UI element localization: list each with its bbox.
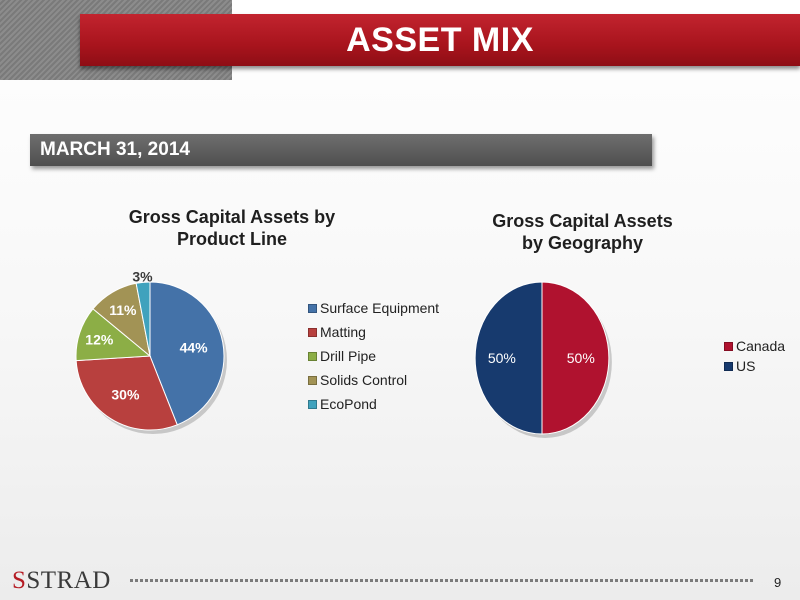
legend-swatch xyxy=(308,327,317,337)
product-line-chart-title: Gross Capital Assets by Product Line xyxy=(92,206,372,250)
data-label-us: 50% xyxy=(488,350,516,366)
page-number: 9 xyxy=(774,575,782,590)
legend-swatch xyxy=(308,303,317,313)
data-label-matting: 30% xyxy=(111,387,140,403)
legend-label: Surface Equipment xyxy=(320,300,440,316)
logo-text: STRAD xyxy=(26,567,111,594)
legend-item-us: US xyxy=(724,356,785,376)
geography-legend: Canada US xyxy=(724,336,785,376)
legend-swatch xyxy=(308,399,317,409)
pie-slice-us xyxy=(474,281,543,435)
legend-item-canada: Canada xyxy=(724,336,785,356)
legend-swatch xyxy=(724,341,733,351)
legend-label: Drill Pipe xyxy=(320,348,377,364)
date-bar xyxy=(30,134,652,166)
strad-logo: SSTRAD xyxy=(12,568,111,594)
pie-slice-matting xyxy=(75,355,178,431)
data-label-canada: 50% xyxy=(567,350,595,366)
legend-label: Canada xyxy=(736,338,786,354)
product-line-title-line-2: Product Line xyxy=(176,229,287,249)
legend-swatch xyxy=(308,351,317,361)
legend-label: Solids Control xyxy=(320,372,408,388)
slide-title: ASSET MIX xyxy=(346,21,534,59)
geography-pie-chart: 50% 50% xyxy=(474,281,612,438)
legend-item-surface-equipment: Surface Equipment xyxy=(308,296,439,320)
legend-swatch xyxy=(724,361,733,371)
legend-swatch xyxy=(308,375,317,385)
footer-divider xyxy=(130,579,755,582)
legend-label: US xyxy=(736,358,756,374)
geography-title-line-1: Gross Capital Assets xyxy=(492,211,673,231)
pie-slice-surface-equipment xyxy=(149,281,225,426)
title-bar xyxy=(80,14,800,66)
product-line-legend: Surface Equipment Matting Drill Pipe Sol… xyxy=(308,296,439,416)
geography-chart-title: Gross Capital Assets by Geography xyxy=(455,210,710,254)
legend-item-solids-control: Solids Control xyxy=(308,368,439,392)
data-label-ecopond: 3% xyxy=(132,268,153,284)
legend-item-drill-pipe: Drill Pipe xyxy=(308,344,439,368)
legend-item-ecopond: EcoPond xyxy=(308,392,439,416)
legend-label: EcoPond xyxy=(320,396,377,412)
product-line-pie-chart: 44% 30% 12% 11% 3% xyxy=(75,268,227,434)
data-label-solids-control: 11% xyxy=(109,302,137,318)
geography-title-line-2: by Geography xyxy=(521,233,644,253)
logo-mark-icon: S xyxy=(12,567,27,594)
product-line-title-line-1: Gross Capital Assets by xyxy=(128,207,336,227)
date-label: MARCH 31, 2014 xyxy=(40,139,190,160)
pie-slice-ecopond xyxy=(135,281,151,357)
data-label-surface-equipment: 44% xyxy=(180,340,209,356)
legend-item-matting: Matting xyxy=(308,320,439,344)
data-label-drill-pipe: 12% xyxy=(85,331,114,347)
legend-label: Matting xyxy=(320,324,366,340)
pie-slice-canada xyxy=(541,281,610,435)
